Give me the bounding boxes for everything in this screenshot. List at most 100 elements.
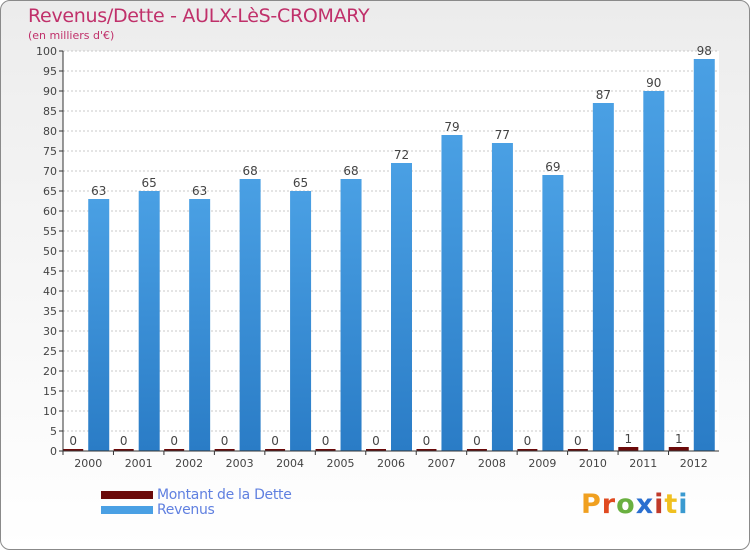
bar-revenus — [290, 191, 312, 451]
legend-swatch-dette — [101, 490, 153, 499]
data-label-dette: 0 — [170, 434, 178, 448]
x-tick-label: 2007 — [427, 457, 455, 470]
legend: Montant de la Dette Revenus — [101, 486, 292, 518]
data-label-dette: 0 — [473, 434, 481, 448]
logo-letter: P — [581, 489, 602, 520]
data-label-dette: 1 — [675, 432, 683, 446]
data-label-dette: 0 — [120, 434, 128, 448]
data-label-dette: 0 — [322, 434, 330, 448]
y-tick-label: 80 — [43, 125, 57, 138]
data-label-revenus: 68 — [242, 164, 257, 178]
proxiti-logo: Proxiti — [581, 489, 689, 520]
x-tick-label: 2012 — [680, 457, 708, 470]
y-tick-label: 35 — [43, 305, 57, 318]
bar-revenus — [340, 179, 362, 451]
bar-revenus — [88, 199, 110, 451]
y-tick-label: 25 — [43, 345, 57, 358]
bar-dette — [517, 449, 538, 451]
data-label-revenus: 90 — [646, 76, 661, 90]
bar-dette — [416, 449, 437, 451]
y-tick-label: 55 — [43, 225, 57, 238]
bar-dette — [265, 449, 286, 451]
data-label-dette: 0 — [423, 434, 431, 448]
y-tick-label: 100 — [36, 45, 57, 58]
data-label-revenus: 98 — [697, 44, 712, 58]
data-label-revenus: 69 — [545, 160, 560, 174]
x-tick-label: 2003 — [226, 457, 254, 470]
bar-dette — [567, 449, 588, 451]
data-label-dette: 0 — [524, 434, 532, 448]
x-tick-label: 2005 — [327, 457, 355, 470]
logo-letter: o — [616, 489, 636, 520]
bar-dette — [164, 449, 185, 451]
legend-label-revenus: Revenus — [157, 501, 215, 518]
y-tick-label: 65 — [43, 185, 57, 198]
bar-revenus — [643, 91, 665, 451]
bar-revenus — [138, 191, 160, 451]
y-tick-label: 50 — [43, 245, 57, 258]
legend-item-revenus: Revenus — [101, 501, 292, 518]
x-tick-label: 2008 — [478, 457, 506, 470]
bar-dette — [366, 449, 386, 451]
bar-revenus — [491, 143, 513, 451]
logo-letter: t — [664, 489, 679, 520]
x-tick-label: 2000 — [74, 457, 102, 470]
data-label-dette: 0 — [271, 434, 279, 448]
data-label-dette: 0 — [69, 434, 77, 448]
y-tick-label: 70 — [43, 165, 57, 178]
logo-letter: i — [678, 489, 689, 520]
bar-revenus — [441, 135, 463, 451]
y-tick-label: 60 — [43, 205, 57, 218]
bar-revenus — [542, 175, 564, 451]
x-tick-label: 2004 — [276, 457, 304, 470]
bar-dette — [315, 449, 336, 451]
bar-dette — [466, 449, 487, 451]
bar-dette — [618, 447, 639, 451]
bar-revenus — [693, 59, 715, 451]
chart-subtitle: (en milliers d'€) — [28, 29, 115, 42]
y-tick-label: 40 — [43, 285, 57, 298]
y-tick-label: 5 — [50, 425, 57, 438]
data-label-dette: 1 — [624, 432, 632, 446]
data-label-revenus: 63 — [192, 184, 207, 198]
y-tick-label: 15 — [43, 385, 57, 398]
data-label-revenus: 68 — [343, 164, 358, 178]
bar-dette — [63, 449, 84, 451]
y-tick-label: 30 — [43, 325, 57, 338]
x-tick-label: 2010 — [579, 457, 607, 470]
y-tick-label: 95 — [43, 65, 57, 78]
bar-revenus — [592, 103, 614, 451]
logo-letter: r — [601, 489, 617, 520]
data-label-dette: 0 — [221, 434, 229, 448]
bar-revenus — [189, 199, 211, 451]
bar-revenus — [391, 163, 412, 451]
x-tick-label: 2006 — [377, 457, 405, 470]
data-label-revenus: 79 — [444, 120, 459, 134]
x-tick-label: 2011 — [629, 457, 657, 470]
y-tick-label: 90 — [43, 85, 57, 98]
data-label-dette: 0 — [574, 434, 582, 448]
data-label-revenus: 65 — [142, 176, 157, 190]
data-label-revenus: 87 — [596, 88, 611, 102]
bar-dette — [668, 447, 689, 451]
bar-dette — [214, 449, 235, 451]
y-tick-label: 0 — [50, 445, 57, 458]
legend-item-dette: Montant de la Dette — [101, 486, 292, 503]
data-label-revenus: 63 — [91, 184, 106, 198]
y-tick-label: 10 — [43, 405, 57, 418]
data-label-revenus: 72 — [394, 148, 409, 162]
data-label-revenus: 65 — [293, 176, 308, 190]
x-tick-label: 2002 — [175, 457, 203, 470]
y-tick-label: 75 — [43, 145, 57, 158]
y-tick-label: 85 — [43, 105, 57, 118]
data-label-revenus: 77 — [495, 128, 510, 142]
x-tick-label: 2001 — [125, 457, 153, 470]
data-label-dette: 0 — [372, 434, 380, 448]
bar-revenus — [239, 179, 261, 451]
y-tick-label: 20 — [43, 365, 57, 378]
legend-label-dette: Montant de la Dette — [157, 486, 292, 503]
x-tick-label: 2009 — [528, 457, 556, 470]
y-tick-label: 45 — [43, 265, 57, 278]
